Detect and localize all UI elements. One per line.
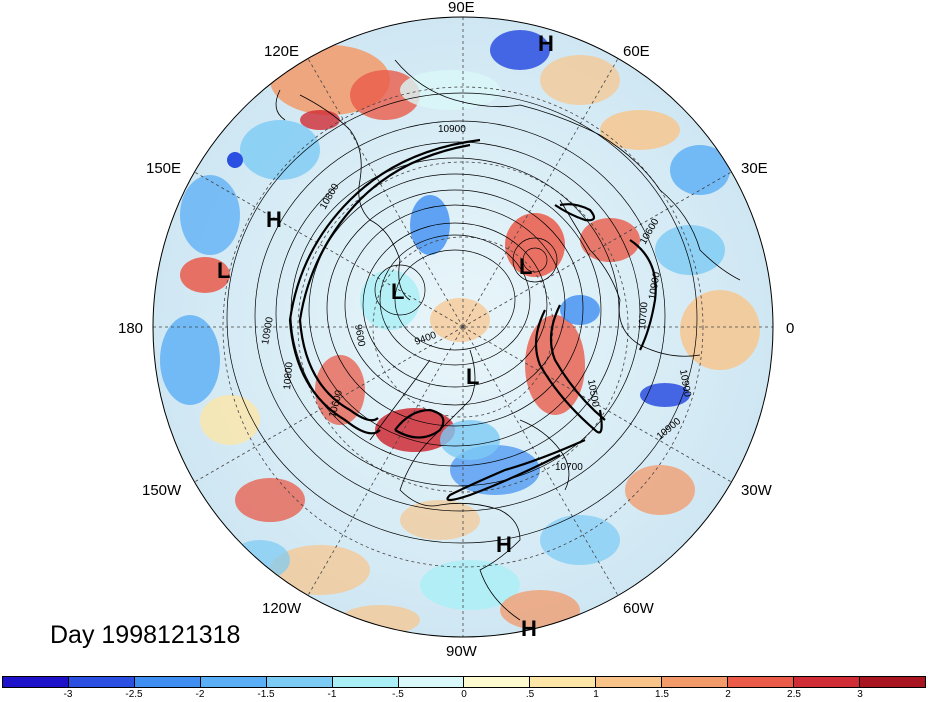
colorbar-cell: [332, 677, 399, 687]
high-pressure-label: H: [538, 31, 554, 56]
colorbar-tick-label: -2.5: [125, 689, 143, 700]
colorbar-tick-label: 0: [461, 689, 467, 700]
lon-label-0: 0: [786, 320, 794, 337]
colorbar-cell: [728, 677, 795, 687]
colorbar-cell: [464, 677, 531, 687]
lon-label-180: 180: [118, 320, 143, 337]
colorbar-tick-label: -.5: [392, 689, 404, 700]
colorbar-tick-labels: -3 -2.5 -2 -1.5 -1 -.5 0 .5 1 1.5 2 2.5 3: [2, 689, 926, 702]
height-contours: [226, 92, 698, 544]
colorbar-tick-label: -3: [63, 689, 73, 700]
lon-label-120w: 120W: [262, 600, 302, 617]
contour-label: 10700: [555, 462, 583, 473]
contour-label: 10900: [438, 124, 466, 135]
colorbar-tick-label: 1: [593, 689, 599, 700]
contour-label: 9600: [352, 324, 367, 348]
colorbar-tick-label: 3: [857, 689, 863, 700]
contour-label: 10900: [677, 369, 693, 399]
anomaly-patches: [160, 30, 760, 635]
lon-label-120e: 120E: [264, 43, 299, 60]
colorbar-cell: [530, 677, 597, 687]
lon-label-30e: 30E: [741, 160, 768, 177]
colorbar-tick-label: -1: [327, 689, 337, 700]
lon-label-90w: 90W: [446, 643, 478, 660]
high-pressure-label: H: [496, 532, 512, 557]
graticule: [153, 17, 773, 637]
low-pressure-label: L: [391, 279, 404, 304]
colorbar-cell: [596, 677, 663, 687]
low-pressure-label: L: [217, 258, 230, 283]
colorbar-tick-label: 2: [725, 689, 731, 700]
colorbar: [2, 676, 926, 688]
low-pressure-label: L: [519, 254, 532, 279]
colorbar-cell: [398, 677, 465, 687]
colorbar-cell: [794, 677, 860, 687]
colorbar-cell: [200, 677, 267, 687]
contour-label: 10800: [282, 361, 295, 390]
lon-label-60e: 60E: [623, 43, 650, 60]
colorbar-tick-label: -2: [195, 689, 205, 700]
colorbar-tick-label: -1.5: [257, 689, 275, 700]
colorbar-cell: [3, 677, 69, 687]
colorbar-tick-label: 2.5: [787, 689, 801, 700]
colorbar-cell: [68, 677, 135, 687]
colorbar-tick-label: 1.5: [655, 689, 669, 700]
pressure-centers: H H L L L L H H: [217, 31, 554, 641]
day-label: Day 1998121318: [50, 621, 241, 649]
contour-label: 10900: [260, 316, 276, 346]
lon-label-30w: 30W: [741, 482, 773, 499]
contour-label: 10700: [637, 301, 650, 330]
colorbar-cell: [662, 677, 729, 687]
lon-label-90e: 90E: [448, 0, 475, 16]
lon-label-150e: 150E: [146, 160, 181, 177]
map-border: [152, 16, 774, 638]
contour-label: 10900: [647, 271, 663, 301]
low-pressure-label: L: [466, 364, 479, 389]
colorbar-cell: [859, 677, 925, 687]
jet-contours: [288, 138, 657, 502]
lon-label-60w: 60W: [623, 600, 655, 617]
coastlines: [275, 59, 741, 621]
high-pressure-label: H: [266, 207, 282, 232]
contour-label: 10500: [585, 379, 601, 409]
anomaly-field: [153, 17, 773, 637]
longitude-labels: 90E 60E 30E 0 30W 60W 90W 120W 150W 180 …: [118, 0, 794, 660]
colorbar-tick-label: .5: [525, 689, 535, 700]
high-pressure-label: H: [521, 616, 537, 641]
lon-label-150w: 150W: [142, 482, 182, 499]
colorbar-cell: [266, 677, 333, 687]
colorbar-cell: [134, 677, 201, 687]
